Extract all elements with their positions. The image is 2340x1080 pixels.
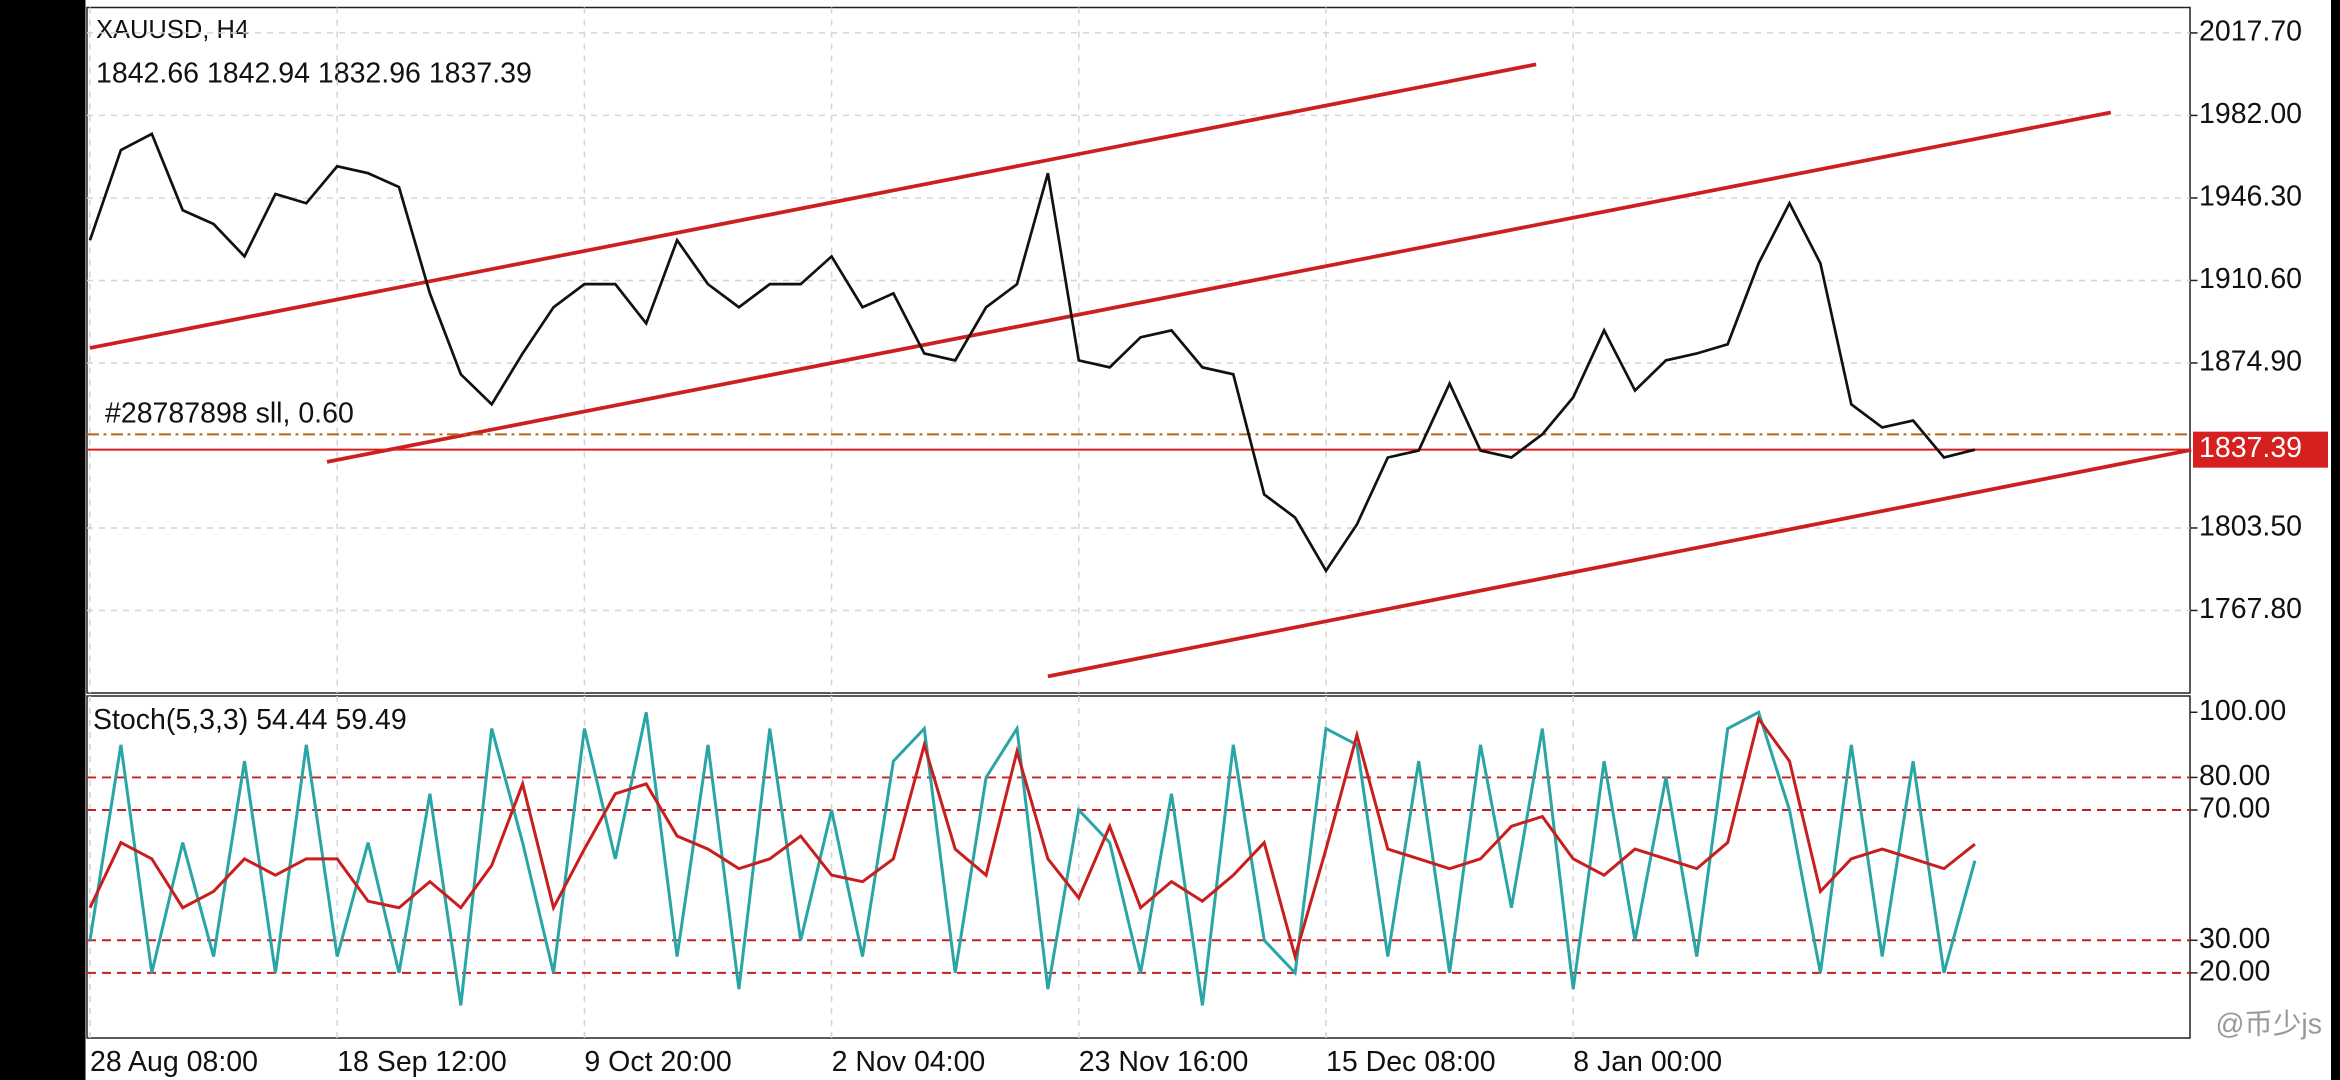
y-tick-label: 70.00: [2199, 793, 2270, 825]
stoch-panel: [86, 695, 2191, 1039]
order-label: #28787898 sll, 0.60: [105, 397, 354, 429]
background: [85, 0, 2331, 1080]
x-tick-label: 28 Aug 08:00: [90, 1046, 258, 1078]
trendline: [89, 62, 1537, 350]
y-tick-label: 1803.50: [2199, 511, 2302, 543]
y-tick-label: 100.00: [2199, 695, 2286, 727]
symbol-title: XAUUSD, H4: [96, 16, 249, 44]
stoch-line: [88, 715, 1976, 963]
y-tick-label: 1910.60: [2199, 263, 2302, 295]
stoch-line: [88, 710, 1977, 1006]
ohlc-text: 1842.66 1842.94 1832.96 1837.39: [96, 58, 532, 90]
x-tick-label: 8 Jan 00:00: [1573, 1046, 1722, 1078]
price-line-series: [88, 132, 1976, 574]
watermark: @币少js: [2215, 1009, 2322, 1041]
y-tick-label: 1982.00: [2199, 98, 2302, 130]
price-tag-label: 1837.39: [2199, 432, 2302, 464]
y-tick-label: 30.00: [2199, 923, 2270, 955]
trendline: [326, 110, 2112, 464]
y-tick-label: 80.00: [2199, 760, 2270, 792]
stoch-title: Stoch(5,3,3) 54.44 59.49: [93, 704, 407, 736]
x-tick-label: 9 Oct 20:00: [584, 1046, 731, 1078]
x-tick-label: 15 Dec 08:00: [1326, 1046, 1496, 1078]
x-tick-label: 18 Sep 12:00: [337, 1046, 507, 1078]
y-tick-label: 1767.80: [2199, 593, 2302, 625]
y-tick-label: 1946.30: [2199, 180, 2302, 212]
x-tick-label: 23 Nov 16:00: [1079, 1046, 1249, 1078]
price-panel: [86, 6, 2191, 694]
y-tick-label: 20.00: [2199, 955, 2270, 987]
trendline: [1047, 448, 2192, 679]
x-tick-label: 2 Nov 04:00: [832, 1046, 986, 1078]
price-tag: [2193, 431, 2328, 468]
y-tick-label: 2017.70: [2199, 15, 2302, 47]
y-tick-label: 1874.90: [2199, 345, 2302, 377]
